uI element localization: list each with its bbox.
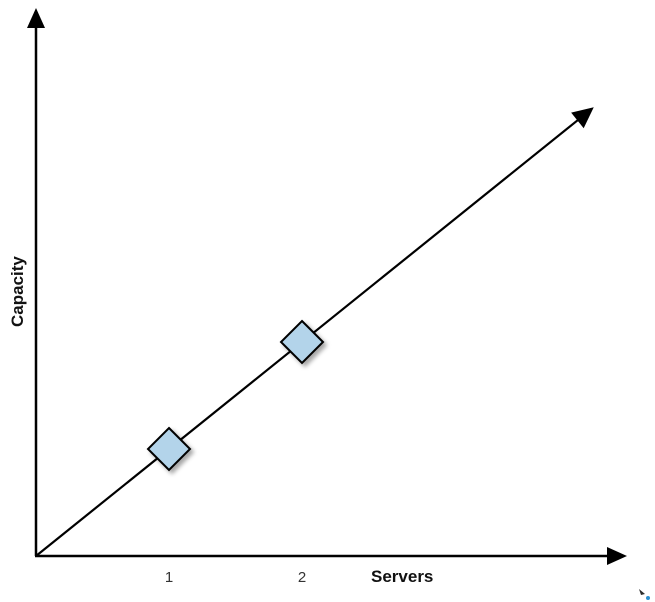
x-axis-title: Servers: [371, 567, 433, 586]
x-tick-label: 1: [165, 569, 173, 586]
series-line-arrowhead: [571, 107, 594, 129]
y-axis-title: Capacity: [8, 256, 27, 327]
x-tick-label: 2: [298, 569, 306, 586]
data-points: [146, 319, 325, 472]
corner-cursor-icon: [639, 589, 650, 600]
x-axis-arrowhead: [607, 547, 627, 565]
y-axis-arrowhead: [27, 8, 45, 28]
data-point-marker: [279, 319, 325, 365]
data-point-marker: [146, 426, 192, 472]
